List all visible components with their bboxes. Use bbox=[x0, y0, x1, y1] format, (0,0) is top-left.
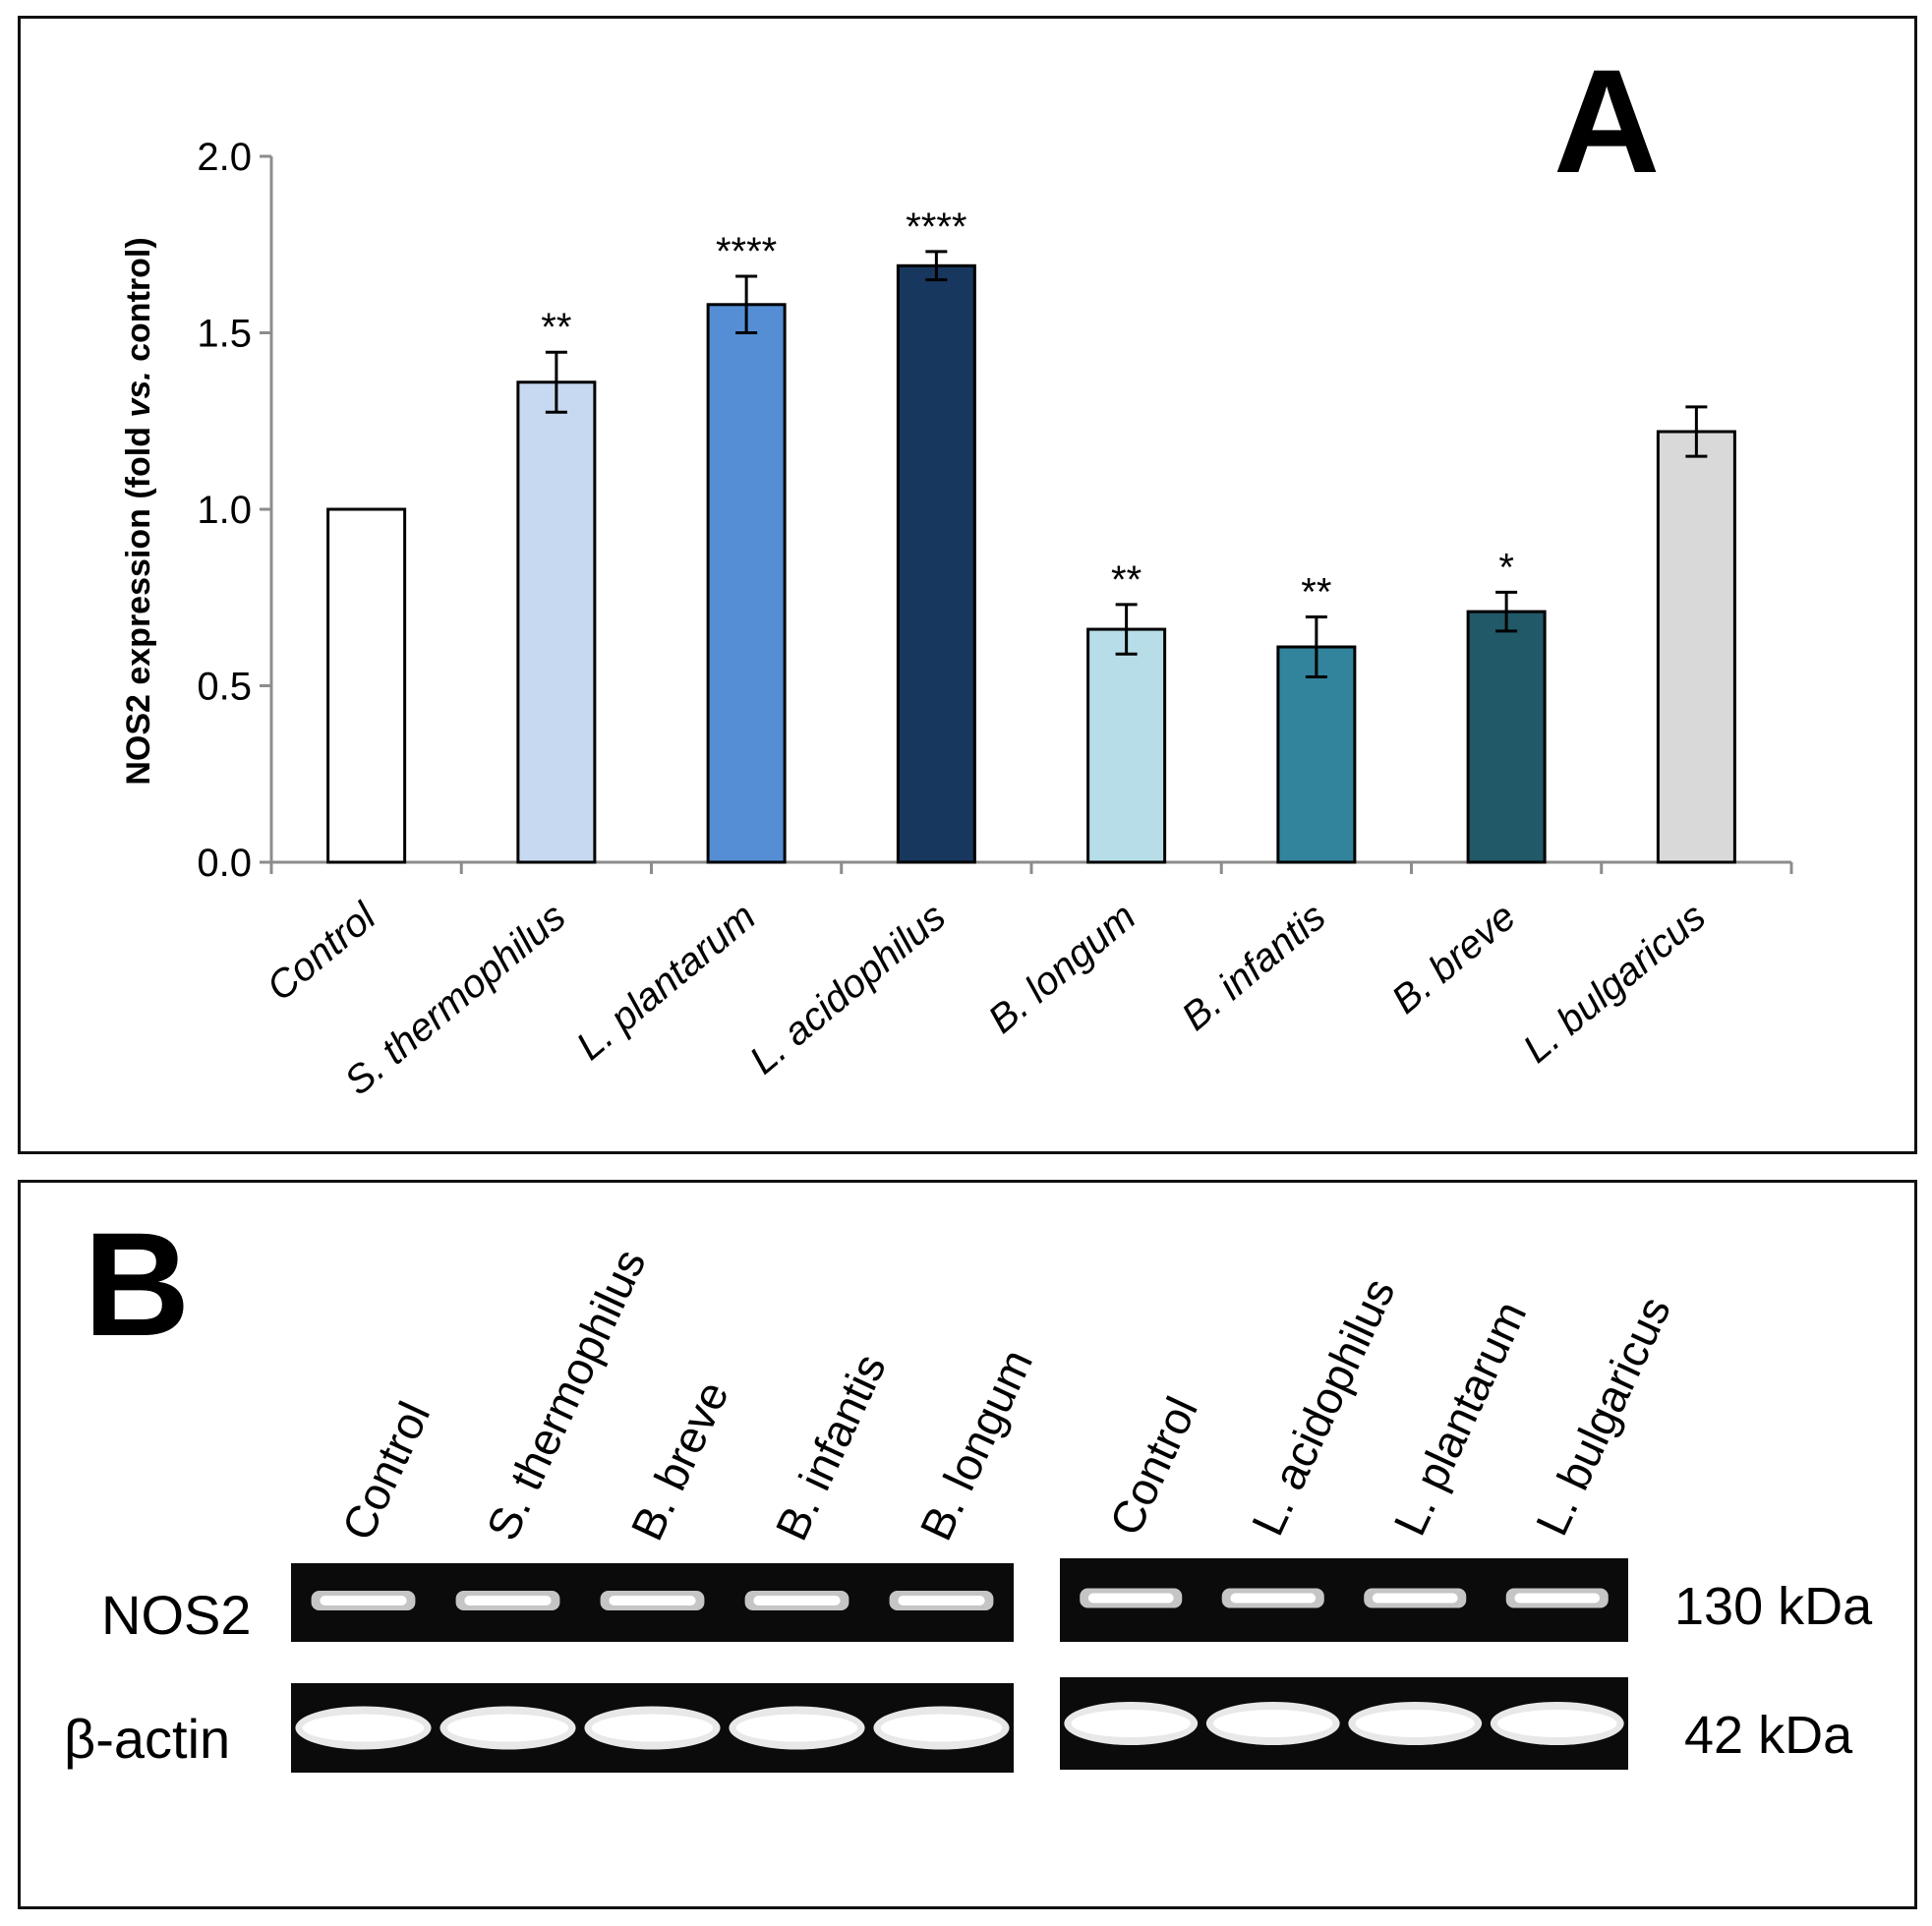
nos2-band-core bbox=[320, 1596, 407, 1605]
nos2-band-core bbox=[753, 1596, 841, 1605]
lane-label: Control bbox=[331, 1394, 439, 1547]
x-tick-label: B. infantis bbox=[1174, 895, 1334, 1039]
actin-band-core bbox=[1071, 1710, 1191, 1737]
lane-label: L. acidophilus bbox=[1242, 1270, 1405, 1543]
blot-row-label-nos2: NOS2 bbox=[101, 1584, 252, 1646]
bar bbox=[326, 507, 407, 864]
y-axis-label-part-2: vs. bbox=[120, 371, 157, 417]
significance-label: **** bbox=[716, 230, 777, 273]
actin-band-core bbox=[302, 1714, 425, 1742]
y-tick-label: 0.5 bbox=[197, 666, 252, 709]
bar bbox=[706, 303, 787, 864]
significance-label: ** bbox=[541, 306, 571, 349]
y-tick-label: 2.0 bbox=[197, 136, 252, 179]
x-tick-label: Control bbox=[259, 894, 384, 1009]
actin-band-core bbox=[591, 1714, 714, 1742]
lane-label: L. plantarum bbox=[1383, 1294, 1536, 1544]
nos2-band-core bbox=[1087, 1593, 1174, 1604]
y-tick-label: 1.0 bbox=[197, 489, 252, 532]
significance-label: **** bbox=[906, 205, 966, 249]
panel-b-letter: B bbox=[84, 1201, 190, 1367]
significance-label: ** bbox=[1111, 558, 1142, 602]
bar bbox=[1276, 645, 1357, 864]
bar bbox=[1656, 430, 1736, 864]
y-axis-label: NOS2 expression (fold vs. control) bbox=[120, 237, 157, 785]
lane-label: L. bulgaricus bbox=[1526, 1289, 1680, 1543]
y-tick-label: 0.0 bbox=[197, 842, 252, 885]
nos2-band-core bbox=[1230, 1593, 1317, 1604]
actin-band-core bbox=[446, 1714, 569, 1742]
bar bbox=[1466, 610, 1547, 864]
lane-label: B. breve bbox=[620, 1373, 738, 1547]
significance-label: * bbox=[1498, 546, 1514, 589]
actin-band-core bbox=[1355, 1710, 1475, 1737]
x-tick-label: L. acidophilus bbox=[741, 895, 954, 1082]
nos2-band-core bbox=[1514, 1593, 1601, 1604]
band-size-actin: 42 kDa bbox=[1684, 1706, 1853, 1765]
lane-label: Control bbox=[1099, 1389, 1207, 1543]
nos2-band-core bbox=[609, 1596, 696, 1605]
nos2-band-core bbox=[464, 1596, 552, 1605]
lane-label: B. longum bbox=[909, 1342, 1042, 1548]
panel-a-letter: A bbox=[1553, 38, 1660, 204]
bar bbox=[516, 380, 597, 864]
significance-label: ** bbox=[1301, 570, 1331, 613]
lane-label: S. thermophilus bbox=[476, 1242, 655, 1548]
y-axis-label-part-1: NOS2 expression (fold bbox=[120, 418, 157, 786]
blot-row-label-actin: β-actin bbox=[64, 1708, 230, 1770]
y-axis-label-part-3: control) bbox=[120, 237, 157, 371]
band-size-nos2: 130 kDa bbox=[1674, 1577, 1873, 1636]
x-tick-label: L. bulgaricus bbox=[1515, 895, 1714, 1071]
lane-label: B. infantis bbox=[765, 1346, 895, 1547]
nos2-band-core bbox=[898, 1596, 985, 1605]
y-tick-label: 1.5 bbox=[197, 313, 252, 356]
bar bbox=[1086, 627, 1167, 864]
x-tick-label: B. longum bbox=[980, 895, 1143, 1041]
actin-band-core bbox=[1213, 1710, 1333, 1737]
nos2-band-core bbox=[1372, 1593, 1458, 1604]
x-tick-label: L. plantarum bbox=[568, 895, 764, 1069]
actin-band-core bbox=[1497, 1710, 1617, 1737]
actin-band-core bbox=[735, 1714, 858, 1742]
x-tick-label: B. breve bbox=[1384, 895, 1524, 1021]
panel-b bbox=[18, 1180, 1917, 1909]
bar bbox=[896, 263, 976, 864]
actin-band-core bbox=[880, 1714, 1003, 1742]
